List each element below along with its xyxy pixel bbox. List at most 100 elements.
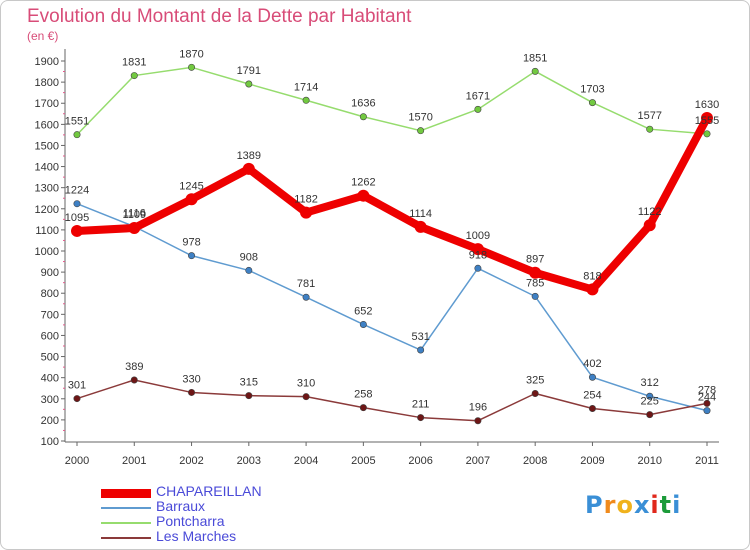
y-tick-label: 700	[41, 309, 59, 321]
data-point-barraux	[531, 292, 539, 300]
logo-letter: i	[672, 491, 682, 519]
data-label-barraux: 978	[182, 237, 200, 249]
data-point-pontcharra	[130, 72, 138, 80]
data-point-pontcharra	[703, 130, 711, 138]
y-tick-label: 1000	[35, 246, 59, 258]
y-tick-label: 800	[41, 288, 59, 300]
data-label-les-marches: 225	[641, 396, 659, 408]
data-point-les-marches	[588, 404, 596, 412]
data-point-pontcharra	[188, 63, 196, 71]
data-label-barraux: 652	[354, 305, 372, 317]
logo-letter: r	[603, 491, 617, 519]
data-label-les-marches: 254	[583, 389, 601, 401]
data-point-chapareillan	[357, 189, 370, 202]
data-label-les-marches: 196	[469, 402, 487, 414]
data-label-pontcharra: 1851	[523, 52, 547, 64]
legend-label-les-marches: Les Marches	[156, 528, 237, 544]
y-tick-label: 600	[41, 330, 59, 342]
x-tick-label: 2007	[466, 455, 490, 467]
y-tick-label: 1300	[35, 183, 59, 195]
data-label-chapareillan: 1182	[294, 194, 318, 206]
data-point-barraux	[73, 200, 81, 208]
y-tick-label: 400	[41, 373, 59, 385]
data-label-chapareillan: 1009	[466, 230, 490, 242]
data-point-chapareillan	[701, 112, 713, 124]
y-tick-label: 1800	[35, 77, 59, 89]
x-tick-label: 2010	[637, 455, 661, 467]
data-label-pontcharra: 1570	[408, 112, 432, 124]
data-label-pontcharra: 1703	[580, 84, 604, 96]
data-label-barraux: 402	[583, 358, 601, 370]
data-label-pontcharra: 1831	[122, 57, 146, 69]
data-point-pontcharra	[531, 67, 539, 75]
data-point-barraux	[474, 264, 482, 272]
legend-swatch-pontcharra	[101, 522, 151, 524]
y-tick-label: 1600	[35, 119, 59, 131]
logo-letter: x	[633, 491, 651, 519]
data-label-les-marches: 258	[354, 389, 372, 401]
legend-label-barraux: Barraux	[156, 498, 206, 514]
data-label-pontcharra: 1577	[637, 110, 661, 122]
data-point-barraux	[245, 266, 253, 274]
data-label-chapareillan: 897	[526, 254, 544, 266]
data-label-les-marches: 330	[182, 373, 200, 385]
y-tick-label: 1100	[35, 225, 59, 237]
logo-letter: P	[585, 491, 604, 519]
data-point-pontcharra	[588, 99, 596, 107]
series-line-les-marches	[76, 379, 708, 422]
data-label-chapareillan: 1095	[65, 212, 89, 224]
data-label-chapareillan: 1262	[351, 177, 375, 189]
data-point-chapareillan	[586, 283, 599, 296]
data-label-barraux: 785	[526, 277, 544, 289]
y-tick-label: 900	[41, 267, 59, 279]
data-label-barraux: 312	[641, 377, 659, 389]
legend-swatch-les-marches	[101, 537, 151, 539]
data-point-barraux	[188, 252, 196, 260]
data-label-barraux: 244	[698, 392, 716, 404]
series-line-barraux	[76, 202, 708, 412]
y-tick-label: 300	[41, 394, 59, 406]
data-point-les-marches	[302, 393, 310, 401]
x-tick-label: 2004	[294, 455, 318, 467]
unit-label: (en €)	[27, 29, 59, 43]
data-point-les-marches	[130, 376, 138, 384]
data-point-les-marches	[359, 404, 367, 412]
data-point-barraux	[646, 392, 654, 400]
data-point-pontcharra	[302, 96, 310, 104]
data-label-les-marches: 211	[412, 399, 430, 411]
logo-letter: o	[616, 491, 634, 519]
data-label-chapareillan: 1122	[638, 206, 662, 218]
data-label-les-marches: 315	[240, 377, 258, 389]
data-point-chapareillan	[300, 206, 313, 219]
y-tick-label: 1400	[35, 162, 59, 174]
x-tick-label: 2008	[523, 455, 547, 467]
data-label-chapareillan: 1109	[122, 209, 146, 221]
x-tick-label: 2001	[122, 455, 146, 467]
x-tick-label: 2006	[408, 455, 432, 467]
data-point-pontcharra	[245, 80, 253, 88]
x-tick-label: 2005	[351, 455, 375, 467]
data-label-chapareillan: 1114	[409, 208, 432, 220]
data-label-barraux: 781	[297, 278, 315, 290]
data-point-pontcharra	[646, 125, 654, 133]
data-label-pontcharra: 1870	[179, 48, 203, 60]
data-point-chapareillan	[242, 162, 255, 175]
data-label-barraux: 1224	[65, 185, 89, 197]
data-point-pontcharra	[417, 127, 425, 135]
series-line-pontcharra	[76, 66, 708, 136]
data-point-chapareillan	[471, 243, 484, 256]
data-label-pontcharra: 1791	[237, 65, 261, 77]
data-label-les-marches: 389	[125, 361, 143, 373]
x-tick-label: 2011	[695, 455, 719, 467]
y-tick-label: 100	[41, 436, 59, 448]
y-tick-label: 1500	[35, 140, 59, 152]
data-label-pontcharra: 1551	[65, 116, 89, 128]
x-tick-label: 2003	[237, 455, 261, 467]
plot-area	[65, 49, 719, 442]
data-point-les-marches	[703, 399, 711, 407]
data-label-les-marches: 310	[297, 378, 315, 390]
y-tick-label: 500	[41, 352, 59, 364]
data-point-pontcharra	[73, 131, 81, 139]
